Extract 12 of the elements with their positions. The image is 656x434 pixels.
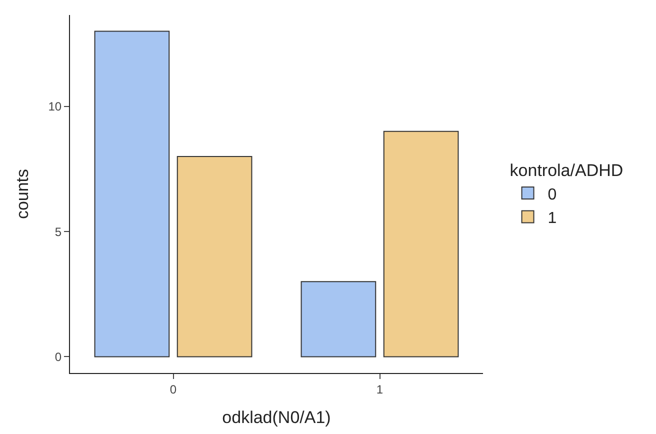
bar [176, 156, 252, 358]
y-tick-label: 10 [48, 100, 62, 114]
legend-label: 1 [548, 210, 557, 228]
y-tick-label: 5 [54, 224, 62, 239]
y-tick-label: 0 [54, 350, 62, 364]
bar [94, 30, 170, 358]
y-axis-title: counts [12, 168, 32, 220]
bar [300, 281, 376, 358]
legend-label: 0 [548, 186, 557, 204]
legend-title: kontrola/ADHD [510, 161, 624, 180]
bar [383, 130, 459, 358]
x-axis-title: odklad(N0/A1) [222, 408, 331, 427]
